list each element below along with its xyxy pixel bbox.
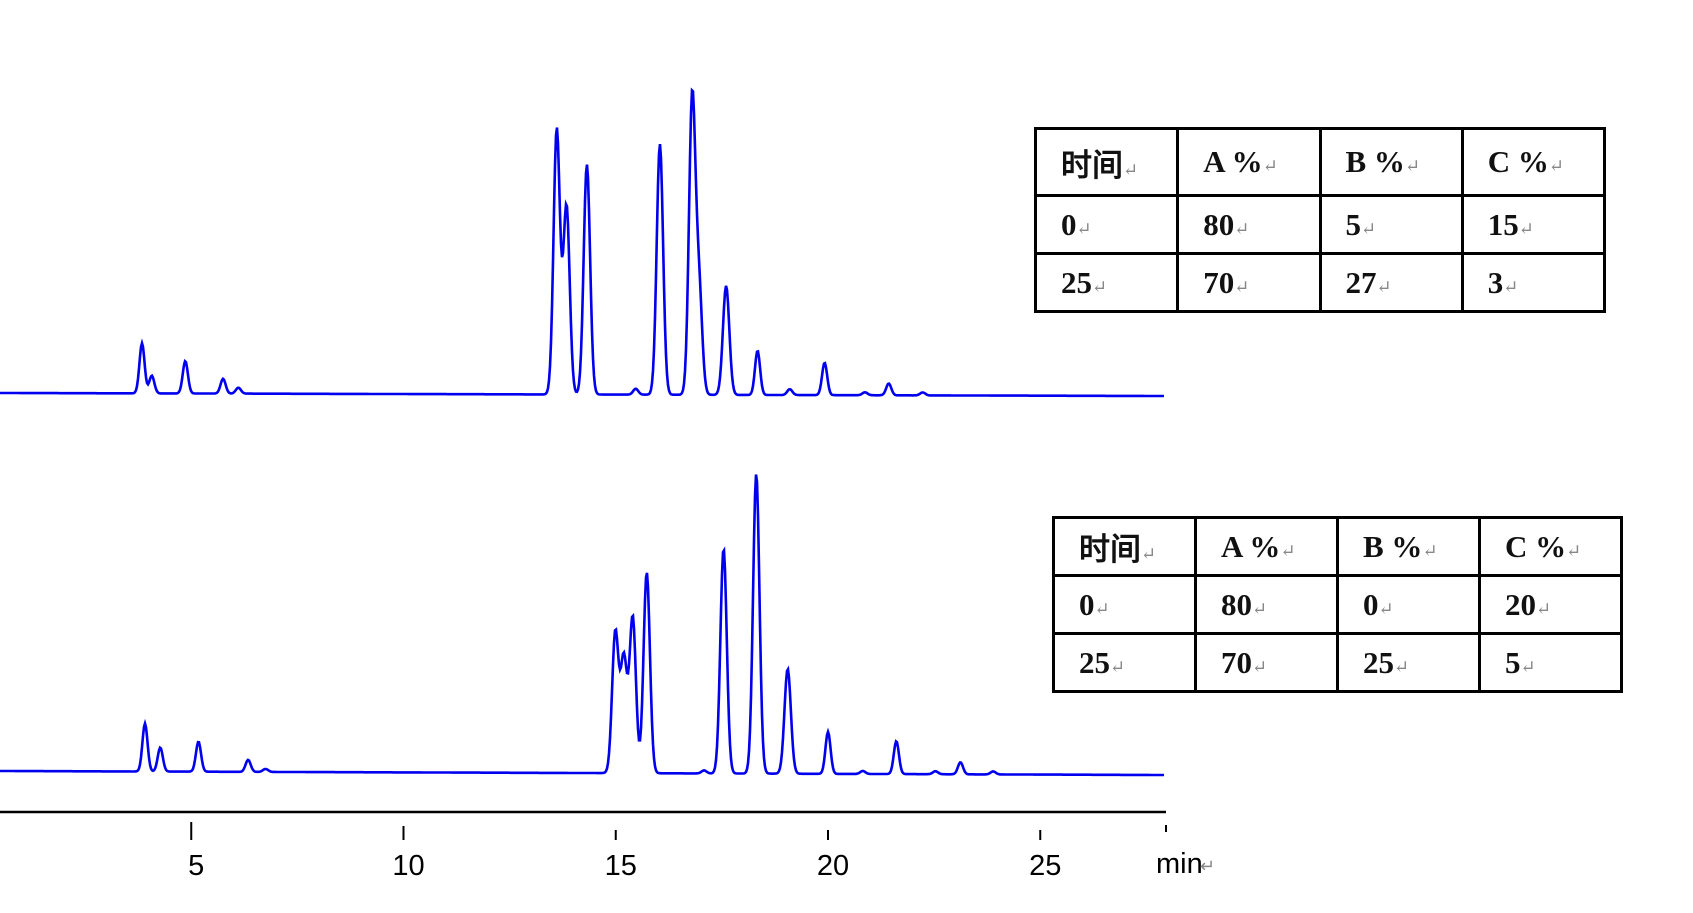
header-cell: C % <box>1460 127 1607 197</box>
cell: 20 <box>1478 574 1623 635</box>
cell: 70 <box>1176 252 1322 313</box>
header-cell: 时间 <box>1052 516 1197 577</box>
cell: 15 <box>1460 194 1607 255</box>
cell: 0 <box>1336 574 1481 635</box>
cell: 25 <box>1336 632 1481 693</box>
cell: 0 <box>1052 574 1197 635</box>
cell: 70 <box>1194 632 1339 693</box>
cell: 5 <box>1318 194 1464 255</box>
header-cell: A % <box>1176 127 1322 197</box>
x-tick-label: 10 <box>392 850 424 882</box>
cell: 80 <box>1194 574 1339 635</box>
header-cell: B % <box>1318 127 1464 197</box>
x-tick-label: 15 <box>605 850 637 882</box>
table-row: 25 70 27 3 <box>1033 252 1607 313</box>
table-row: 0 80 5 15 <box>1033 194 1607 255</box>
gradient-table-bottom: 时间 A % B % C % 0 80 0 20 25 70 25 5 <box>1052 516 1623 693</box>
x-axis-unit: min <box>1156 848 1203 880</box>
cell: 5 <box>1478 632 1623 693</box>
x-tick-label: 5 <box>188 850 204 882</box>
header-cell: B % <box>1336 516 1481 577</box>
table-row: 0 80 0 20 <box>1052 574 1623 635</box>
cell: 0 <box>1033 194 1180 255</box>
header-cell: C % <box>1478 516 1623 577</box>
cell: 25 <box>1052 632 1197 693</box>
chromatogram-trace-top <box>0 87 1164 398</box>
cell: 25 <box>1033 252 1180 313</box>
header-cell: 时间 <box>1033 127 1180 197</box>
cell: 3 <box>1460 252 1607 313</box>
x-tick-label: 25 <box>1029 850 1061 882</box>
header-cell: A % <box>1194 516 1339 577</box>
paragraph-mark: ↵ <box>1200 856 1215 876</box>
cell: 80 <box>1176 194 1322 255</box>
gradient-table-top: 时间 A % B % C % 0 80 5 15 25 70 27 3 <box>1033 127 1607 313</box>
table-row: 25 70 25 5 <box>1052 632 1623 693</box>
cell: 27 <box>1318 252 1464 313</box>
chromatogram-trace-bottom <box>0 474 1164 777</box>
x-tick-label: 20 <box>817 850 849 882</box>
